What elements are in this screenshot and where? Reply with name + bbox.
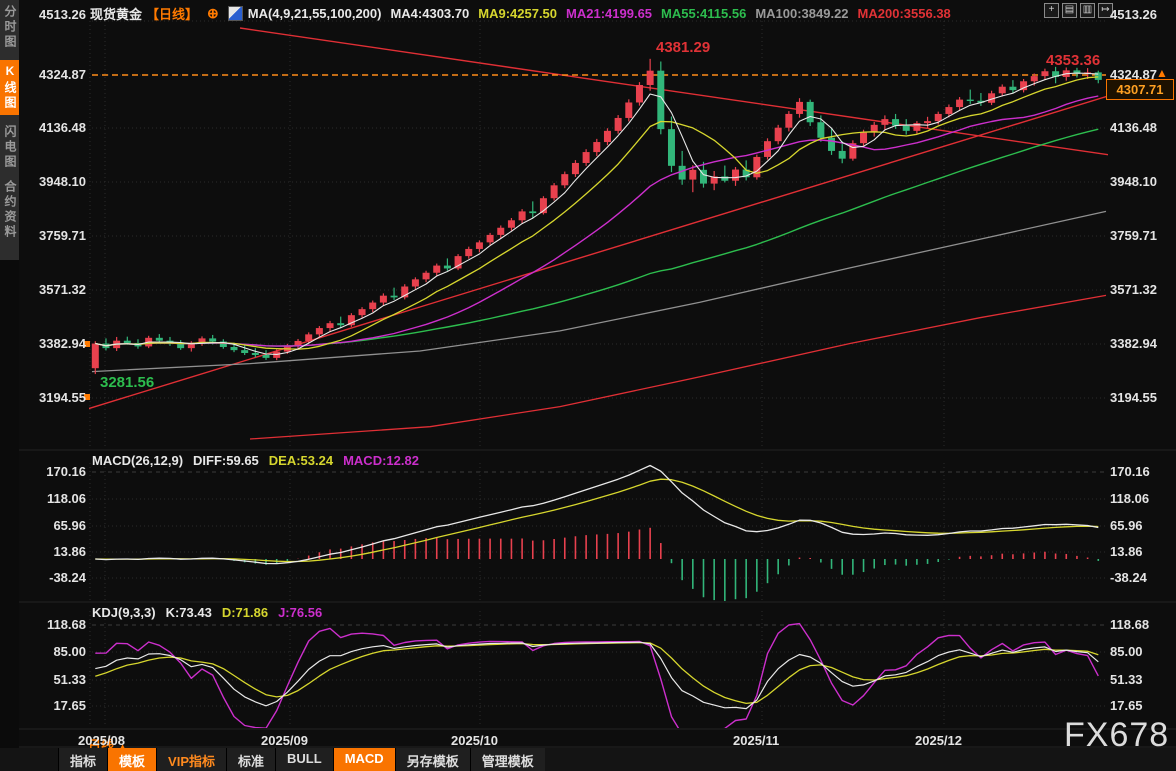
macd-title: MACD(26,12,9): [92, 453, 184, 468]
sidebar-top: 分时图 K线图 闪电图 合约资料: [0, 0, 19, 260]
tab-manage-template[interactable]: 管理模板: [469, 748, 545, 771]
macd-axis-label: 118.06: [1110, 491, 1150, 506]
price-axis-label: 3382.94: [1110, 336, 1157, 351]
period-arrow-icon: ▲: [118, 742, 128, 753]
tab-save-template[interactable]: 另存模板: [394, 748, 470, 771]
tab-indicators[interactable]: 指标: [58, 748, 108, 771]
date-label: 2025/09: [261, 733, 308, 748]
macd-axis-label: 65.96: [1110, 518, 1143, 533]
sidebar-item-kline-chart[interactable]: K线图: [0, 60, 19, 115]
kdj-axis-label: 118.68: [46, 617, 86, 632]
kdj-axis-label: 51.33: [1110, 672, 1143, 687]
kdj-axis-label: 118.68: [1110, 617, 1150, 632]
price-axis-label: 3571.32: [1110, 282, 1157, 297]
axis-collapse-icon[interactable]: ↦: [1098, 3, 1113, 18]
crosshair-icon[interactable]: +: [1044, 3, 1059, 18]
date-label: 2025/11: [733, 733, 780, 748]
ma200-value: MA200:3556.38: [857, 6, 951, 21]
pane-flag-icon[interactable]: ▥: [1080, 3, 1095, 18]
price-axis-label: 4324.87: [1110, 67, 1157, 82]
kdj-k-value: K:73.43: [165, 605, 212, 620]
kdj-header[interactable]: KDJ(9,3,3) K:73.43 D:71.86 J:76.56: [92, 605, 322, 620]
kdj-j-value: J:76.56: [278, 605, 323, 620]
tab-vip-indicators[interactable]: VIP指标: [156, 748, 226, 771]
price-axis-label: 4513.26: [1110, 7, 1157, 22]
macd-dea-value: DEA:53.24: [268, 453, 334, 468]
ma55-value: MA55:4115.56: [661, 6, 747, 21]
chart-header: 现货黄金 【日线】 ⊕ MA(4,9,21,55,100,200) MA4:43…: [90, 4, 951, 23]
date-label: 2025/08: [78, 733, 125, 748]
kdj-axis-label: 51.33: [53, 672, 86, 687]
price-axis-label: 3948.10: [1110, 174, 1157, 189]
tab-standard[interactable]: 标准: [226, 748, 276, 771]
ma9-value: MA9:4257.50: [478, 6, 558, 21]
price-axis-label: 4136.48: [39, 120, 86, 135]
last-price-box: 4307.71: [1106, 79, 1174, 100]
macd-axis-label: 65.96: [53, 518, 86, 533]
price-axis-label: 3948.10: [39, 174, 86, 189]
date-label: 2025/10: [451, 733, 498, 748]
tab-templates[interactable]: 模板: [107, 748, 157, 771]
macd-axis-label: 118.06: [46, 491, 86, 506]
price-axis-label: 3194.55: [1110, 390, 1157, 405]
ma4-value: MA4:4303.70: [390, 6, 470, 21]
kdj-axis-label: 17.65: [53, 698, 86, 713]
peak-high-label: 4381.29: [656, 39, 711, 56]
macd-axis-label: 13.86: [1110, 544, 1143, 559]
recent-high-label: 4353.36: [1046, 52, 1101, 69]
price-axis-label: 4324.87: [39, 67, 86, 82]
kdj-d-value: D:71.86: [221, 605, 269, 620]
kdj-axis-label: 85.00: [1110, 644, 1143, 659]
macd-bar-value: MACD:12.82: [343, 453, 419, 468]
macd-axis-label: 170.16: [1110, 464, 1150, 479]
ma-settings-label: MA(4,9,21,55,100,200): [247, 6, 382, 21]
price-axis-label: 3194.55: [39, 390, 86, 405]
sidebar-item-timeline-chart[interactable]: 分时图: [3, 5, 17, 50]
sidebar-item-contract-info[interactable]: 合约资料: [3, 180, 17, 240]
price-up-marker-icon: ▲: [1156, 66, 1168, 80]
price-axis-label: 3759.71: [1110, 228, 1157, 243]
start-low-label: 3281.56: [100, 374, 155, 391]
symbol-name: 现货黄金: [90, 7, 143, 22]
price-axis-label: 4136.48: [1110, 120, 1157, 135]
period-tag[interactable]: 【日线】: [146, 7, 199, 22]
macd-axis-label: 170.16: [46, 464, 86, 479]
kdj-axis-label: 17.65: [1110, 698, 1143, 713]
kdj-title: KDJ(9,3,3): [92, 605, 156, 620]
bottom-toolbar: 指标 模板 VIP指标 标准 BULL MACD 另存模板 管理模板: [0, 748, 1176, 771]
ma21-value: MA21:4199.65: [566, 6, 653, 21]
macd-diff-value: DIFF:59.65: [193, 453, 259, 468]
fx678-watermark: FX678: [1064, 716, 1170, 754]
ma100-value: MA100:3849.22: [755, 6, 849, 21]
macd-axis-label: -38.24: [49, 570, 86, 585]
price-axis-label: 3382.94: [39, 336, 86, 351]
chart-tools: + ▤ ▥ ↦: [1044, 3, 1113, 18]
macd-header[interactable]: MACD(26,12,9) DIFF:59.65 DEA:53.24 MACD:…: [92, 453, 419, 468]
macd-axis-label: -38.24: [1110, 570, 1147, 585]
tab-bull[interactable]: BULL: [275, 748, 333, 771]
price-axis-label: 4513.26: [39, 7, 86, 22]
price-axis-label: 3759.71: [39, 228, 86, 243]
chart-type-icon[interactable]: [227, 6, 243, 21]
sidebar-item-lightning-chart[interactable]: 闪电图: [3, 125, 17, 170]
tab-macd[interactable]: MACD: [332, 748, 395, 771]
date-label: 2025/12: [915, 733, 962, 748]
sidebar: 分时图 K线图 闪电图 合约资料: [0, 0, 19, 771]
settings-plus-icon[interactable]: ⊕: [207, 5, 219, 21]
price-axis-label: 3571.32: [39, 282, 86, 297]
macd-axis-label: 13.86: [53, 544, 86, 559]
pane-add-icon[interactable]: ▤: [1062, 3, 1077, 18]
kdj-axis-label: 85.00: [53, 644, 86, 659]
